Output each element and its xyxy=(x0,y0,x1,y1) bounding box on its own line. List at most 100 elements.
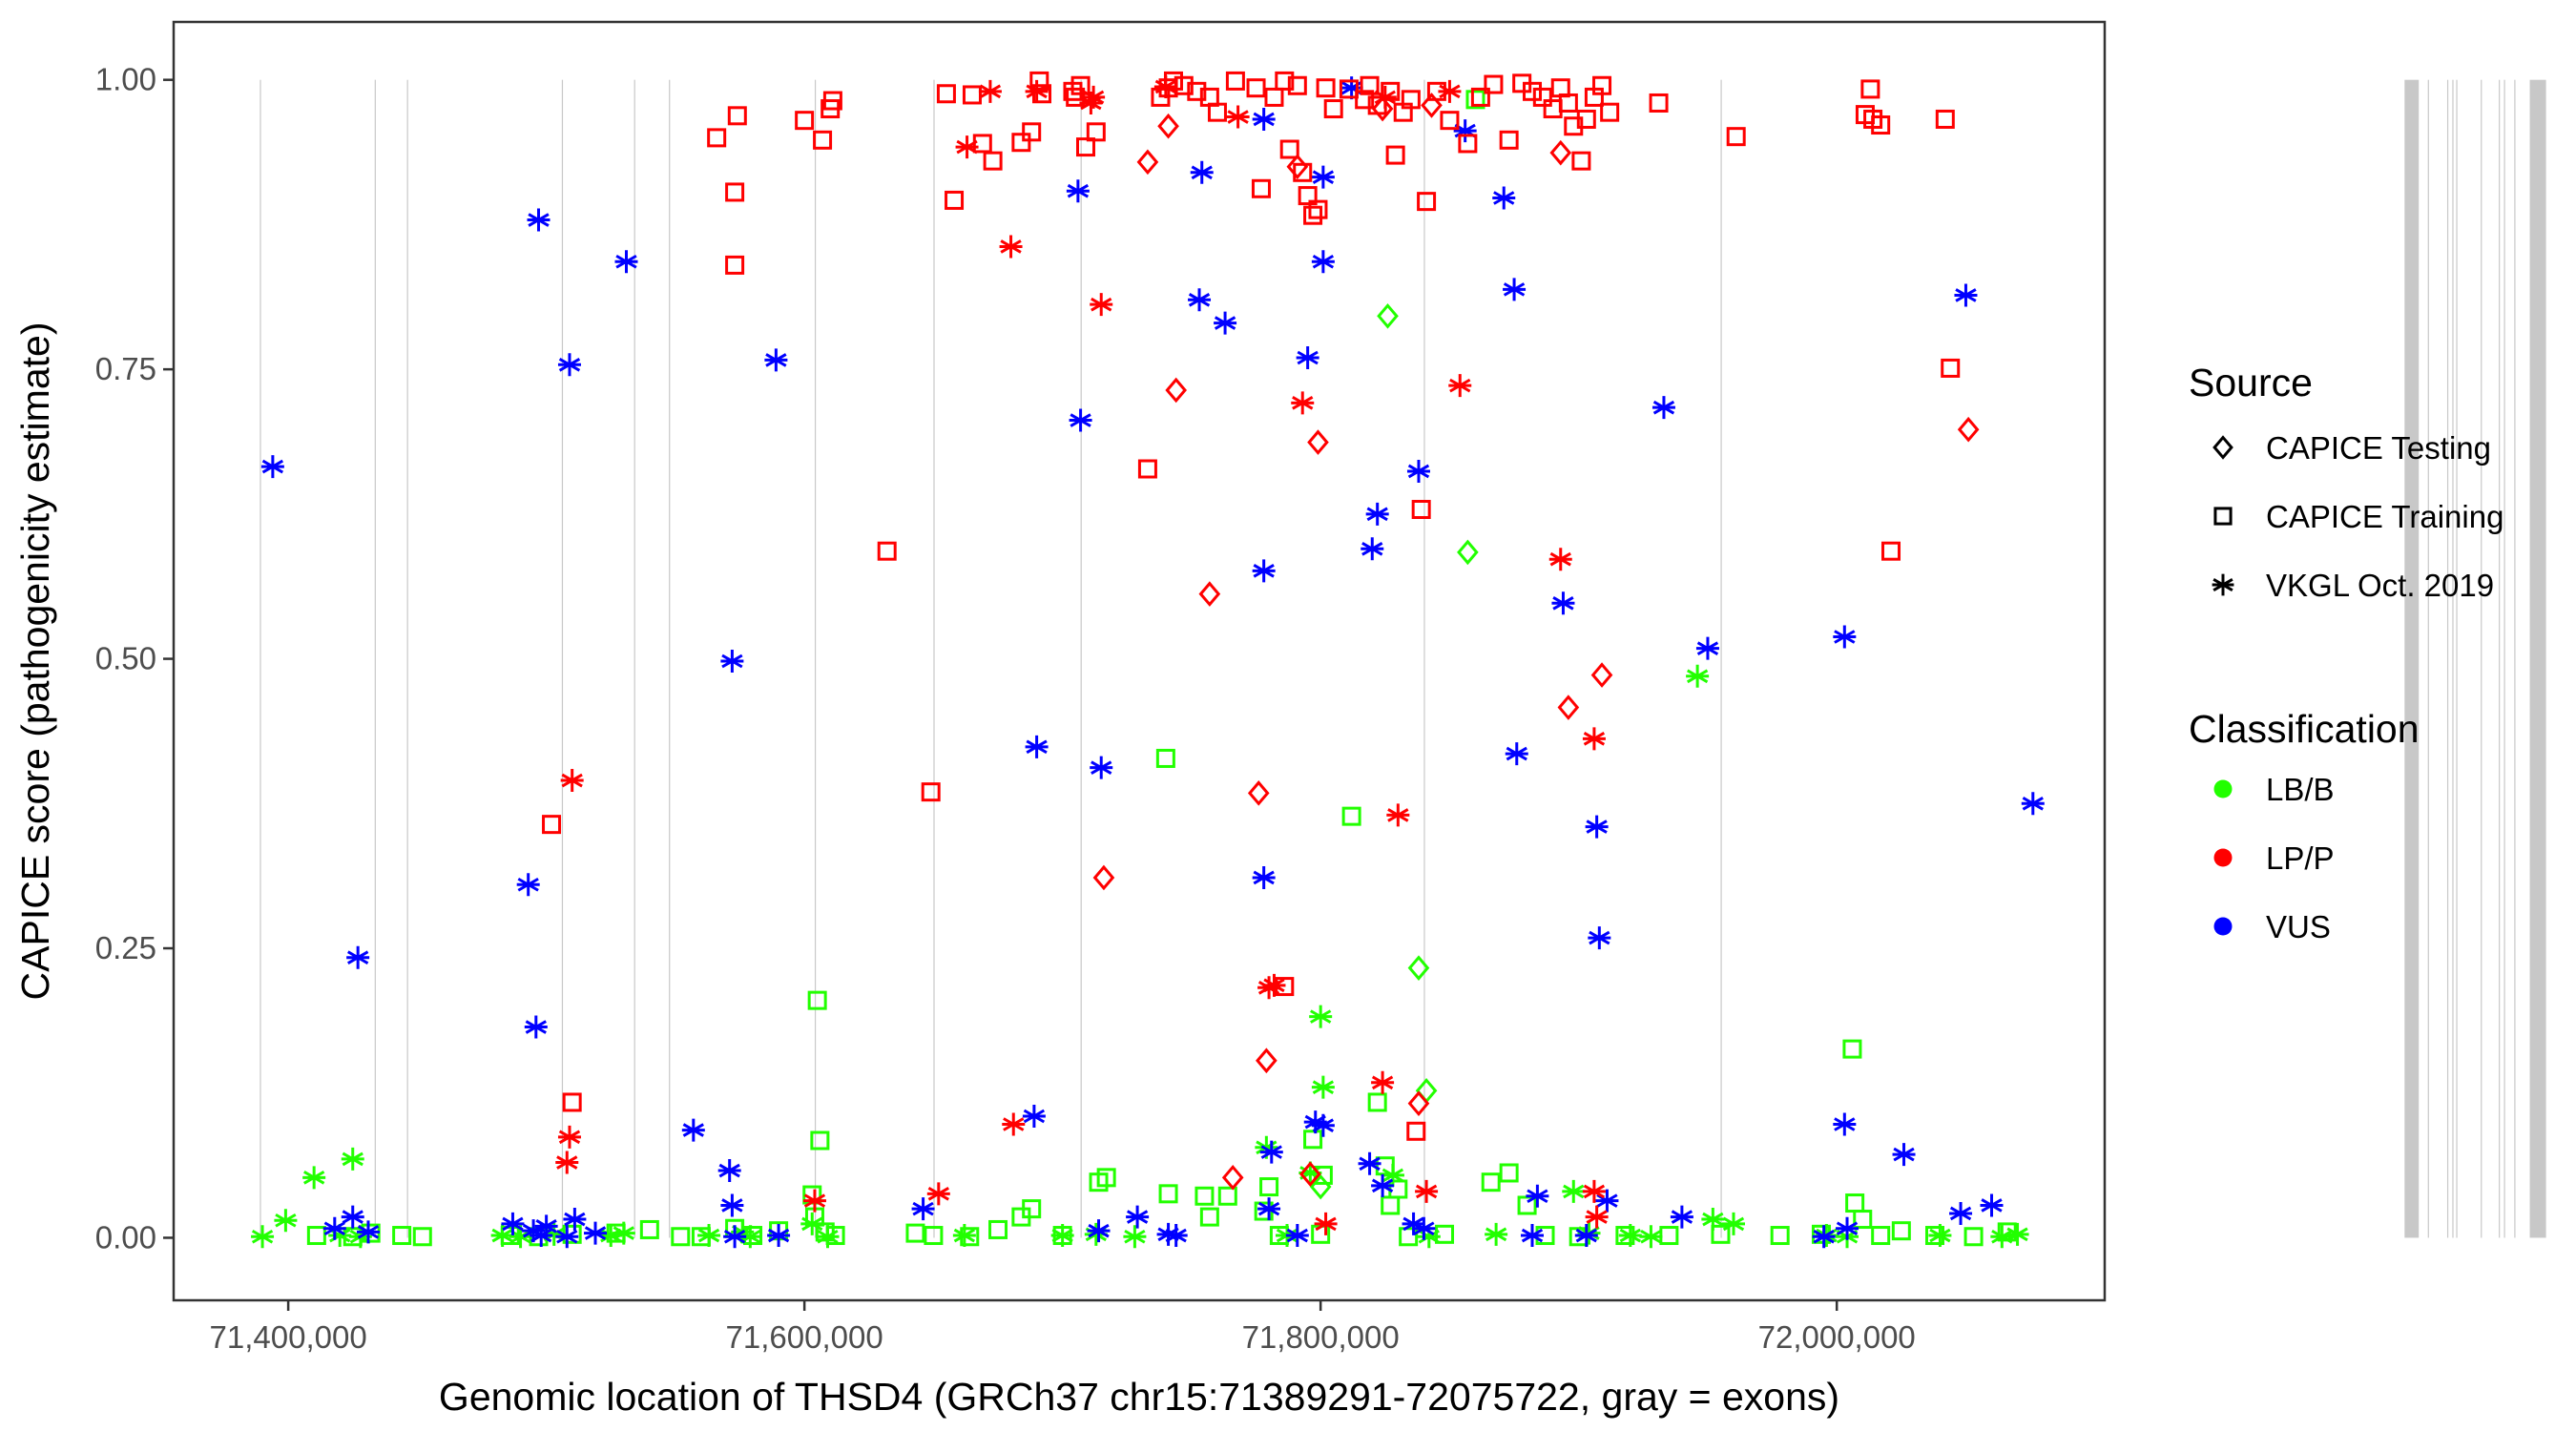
data-point xyxy=(1860,79,1880,99)
exon-band xyxy=(2499,79,2501,1238)
data-point xyxy=(1686,664,1710,688)
data-point xyxy=(1853,1210,1873,1230)
data-point xyxy=(962,85,982,105)
data-point xyxy=(1371,95,1394,122)
data-point xyxy=(555,1225,579,1249)
data-point xyxy=(1298,186,1318,206)
data-point xyxy=(1309,1005,1333,1028)
data-point xyxy=(972,134,992,154)
data-point xyxy=(1585,1205,1609,1229)
data-point xyxy=(346,945,370,969)
legend-label: CAPICE Testing xyxy=(2266,430,2491,466)
data-point xyxy=(1291,391,1315,415)
data-point xyxy=(1367,1092,1387,1112)
data-point xyxy=(1371,1070,1395,1094)
data-point xyxy=(1453,119,1477,143)
data-point xyxy=(1406,1121,1426,1141)
data-point xyxy=(1070,75,1091,95)
data-point xyxy=(1032,84,1052,104)
data-point xyxy=(1252,559,1276,583)
data-point xyxy=(1722,1212,1745,1235)
data-point xyxy=(1221,1165,1244,1191)
data-point xyxy=(877,541,897,561)
data-point xyxy=(1358,1151,1381,1175)
data-point xyxy=(738,1225,762,1249)
legend-key-dot xyxy=(2213,779,2233,798)
data-point xyxy=(356,1220,380,1244)
data-point xyxy=(1025,79,1049,103)
data-point xyxy=(599,1224,623,1248)
x-axis: 71,400,000 71,600,000 71,800,000 72,000,000 xyxy=(210,1300,1916,1355)
data-point xyxy=(412,1227,432,1247)
data-point xyxy=(1377,302,1399,329)
data-point xyxy=(1381,81,1401,101)
data-point xyxy=(555,1151,579,1174)
data-point xyxy=(1096,1168,1116,1188)
data-point xyxy=(306,1226,326,1246)
data-point xyxy=(1417,1225,1441,1249)
data-point xyxy=(260,455,284,479)
exon-band xyxy=(1720,79,1722,1238)
legend-label: LP/P xyxy=(2266,840,2335,876)
data-point xyxy=(1957,416,1980,443)
data-point xyxy=(815,1222,835,1242)
data-point xyxy=(1296,345,1319,369)
data-point xyxy=(542,815,562,835)
data-point xyxy=(1892,1143,1916,1167)
data-point xyxy=(1157,113,1179,139)
data-point xyxy=(764,348,788,372)
data-point xyxy=(725,182,745,202)
data-point xyxy=(1311,250,1335,274)
data-point xyxy=(952,1224,976,1248)
data-point xyxy=(921,782,941,802)
data-point xyxy=(1458,134,1478,154)
data-point xyxy=(509,1225,532,1249)
data-point xyxy=(1935,109,1955,129)
data-point xyxy=(1092,864,1115,891)
data-point xyxy=(1941,358,1961,378)
data-point xyxy=(1492,186,1516,210)
data-point xyxy=(1323,99,1343,119)
data-point xyxy=(767,1224,791,1248)
exon-band xyxy=(814,79,817,1238)
data-point xyxy=(1164,1224,1188,1248)
data-point xyxy=(720,650,744,673)
exon-band xyxy=(634,79,635,1238)
data-point xyxy=(1002,1112,1026,1136)
data-point xyxy=(1615,1226,1635,1246)
y-axis-title: CAPICE score (pathogenicity estimate) xyxy=(13,322,57,1001)
data-point xyxy=(983,151,1003,171)
data-point xyxy=(1371,1173,1395,1197)
data-point xyxy=(1881,541,1901,561)
data-point xyxy=(1407,955,1430,981)
data-point xyxy=(1082,85,1106,109)
data-point xyxy=(1401,90,1421,110)
data-point xyxy=(1954,283,1978,307)
data-point xyxy=(1375,1156,1395,1176)
exon-band xyxy=(2446,79,2449,1238)
data-point xyxy=(825,1226,845,1246)
data-point xyxy=(1582,1179,1606,1203)
data-point xyxy=(1600,102,1620,122)
data-point xyxy=(1158,1184,1178,1204)
data-point xyxy=(1226,105,1250,129)
data-point xyxy=(955,135,979,159)
data-point xyxy=(1532,87,1552,107)
legend-key-asterisk xyxy=(2212,573,2234,596)
exon-band xyxy=(2514,79,2516,1238)
data-point xyxy=(807,990,827,1010)
data-point xyxy=(1341,806,1361,826)
data-point xyxy=(1311,1075,1335,1099)
data-point xyxy=(1256,1047,1278,1074)
legend-key-diamond xyxy=(2212,435,2233,460)
data-point xyxy=(1313,1165,1333,1185)
data-point xyxy=(1571,151,1591,171)
data-point xyxy=(1225,71,1245,91)
data-point xyxy=(1588,926,1611,950)
data-point xyxy=(1386,803,1410,827)
data-point xyxy=(1980,1193,2004,1217)
legend-title-source: Source xyxy=(2189,361,2313,404)
data-point xyxy=(1592,75,1612,95)
data-point xyxy=(1286,154,1309,180)
data-point xyxy=(1649,93,1669,113)
